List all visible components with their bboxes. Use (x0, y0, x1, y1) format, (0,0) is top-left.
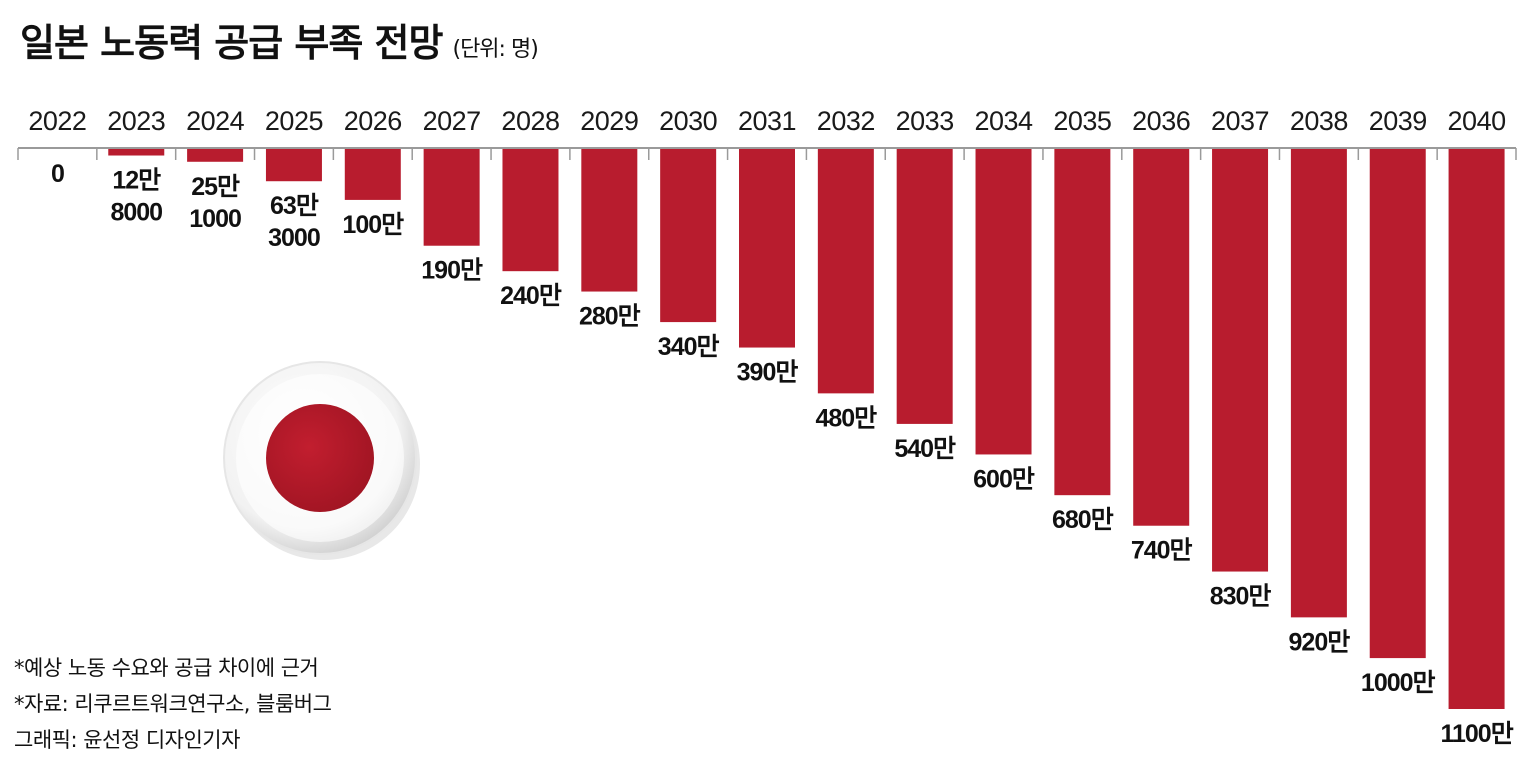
bar (265, 149, 322, 182)
data-label: 25만 (191, 173, 240, 201)
x-tick-label: 2034 (974, 106, 1033, 136)
data-label: 0 (51, 160, 64, 188)
bar (1212, 149, 1269, 572)
note-source: *자료: 리쿠르트워크연구소, 블룸버그 (14, 692, 332, 716)
chart-title-group: 일본 노동력 공급 부족 전망 (단위: 명) (20, 12, 539, 67)
bar (1448, 149, 1505, 709)
data-label: 1000만 (1361, 669, 1436, 697)
data-label: 280만 (579, 303, 641, 331)
bar (423, 149, 480, 246)
data-label: 920만 (1289, 628, 1351, 656)
bar (344, 149, 401, 200)
bar (1054, 149, 1111, 496)
note-basis: *예상 노동 수요와 공급 차이에 근거 (14, 656, 319, 680)
x-tick-label: 2040 (1448, 106, 1506, 136)
bar (1369, 149, 1426, 659)
data-label: 240만 (500, 282, 562, 310)
x-tick-label: 2038 (1290, 106, 1348, 136)
data-label: 8000 (110, 199, 162, 227)
bar (817, 149, 874, 394)
x-tick-label: 2025 (265, 106, 323, 136)
note-credit: 그래픽: 윤선정 디자인기자 (14, 728, 240, 752)
data-label: 63만 (270, 192, 319, 220)
x-tick-label: 2033 (896, 106, 954, 136)
bar (975, 149, 1032, 455)
bar (1290, 149, 1347, 618)
x-tick-label: 2039 (1369, 106, 1427, 136)
x-tick-label: 2036 (1132, 106, 1190, 136)
x-tick-label: 2032 (817, 106, 875, 136)
x-tick-label: 2026 (344, 106, 402, 136)
data-label: 680만 (1052, 506, 1114, 534)
x-tick-label: 2029 (580, 106, 638, 136)
bar (739, 149, 795, 348)
data-label: 3000 (268, 224, 320, 252)
x-tick-label: 2030 (659, 106, 717, 136)
data-label: 390만 (737, 359, 799, 387)
bar (187, 149, 244, 162)
x-tick-label: 2023 (107, 106, 165, 136)
bar (1133, 149, 1190, 526)
data-label: 600만 (973, 465, 1035, 493)
x-tick-label: 2031 (738, 106, 796, 136)
data-label: 540만 (894, 435, 956, 463)
data-label: 480만 (815, 404, 877, 432)
data-label: 190만 (421, 257, 483, 285)
bar (502, 149, 559, 272)
bar (896, 149, 953, 424)
unit-label: (단위: 명) (452, 37, 538, 62)
notes: *예상 노동 수요와 공급 차이에 근거 *자료: 리쿠르트워크연구소, 블룸버… (14, 650, 332, 758)
x-tick-label: 2037 (1211, 106, 1269, 136)
x-tick-label: 2035 (1053, 106, 1111, 136)
x-tick-label: 2027 (423, 106, 481, 136)
x-tick-label: 2028 (501, 106, 559, 136)
x-tick-label: 2024 (186, 106, 245, 136)
data-label: 12만 (112, 167, 161, 195)
chart-title: 일본 노동력 공급 부족 전망 (20, 21, 443, 65)
japan-flag-icon (223, 361, 420, 560)
data-label: 740만 (1131, 537, 1193, 565)
bar (108, 149, 165, 156)
bar (660, 149, 717, 323)
data-label: 100만 (342, 211, 404, 239)
x-tick-label: 2022 (28, 106, 86, 136)
bar (581, 149, 638, 292)
data-label: 830만 (1210, 583, 1272, 611)
data-label: 1100만 (1440, 720, 1513, 748)
data-label: 340만 (658, 333, 720, 361)
data-label: 1000 (189, 205, 241, 233)
